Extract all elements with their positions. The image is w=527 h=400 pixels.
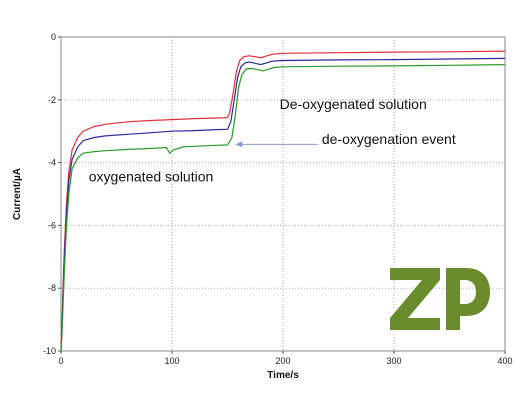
y-tick-label: 0 [51,32,56,42]
y-axis-title: Current/µA [12,168,23,220]
y-tick-label: -6 [48,220,56,230]
series-lines [60,50,506,352]
y-tick-label: -8 [48,283,56,293]
x-tick-label: 400 [497,356,512,366]
zp-logo [390,268,490,330]
annotations: De-oxygenated solution de-oxygenation eve… [89,96,456,184]
x-tick-label: 300 [386,356,401,366]
x-tick-label: 200 [275,356,290,366]
x-axis-ticks: 0 100 200 300 400 [58,351,513,366]
arrow-head [235,141,243,148]
logo-graphic [390,268,490,330]
x-tick-label: 100 [164,356,179,366]
x-axis-title: Time/s [267,370,299,381]
annotation-1: De-oxygenated solution [280,96,427,112]
annotation-2: de-oxygenation event [322,131,456,147]
series-line-1 [60,50,506,352]
y-tick-label: -4 [48,158,56,168]
y-tick-label: -10 [43,346,56,356]
y-tick-label: -2 [48,95,56,105]
annotation-3: oxygenated solution [89,168,214,184]
series-line-2 [60,57,506,352]
x-tick-label: 0 [58,356,63,366]
series-line-3 [60,64,506,352]
y-axis-ticks: 0 -2 -4 -6 -8 -10 [43,32,61,356]
